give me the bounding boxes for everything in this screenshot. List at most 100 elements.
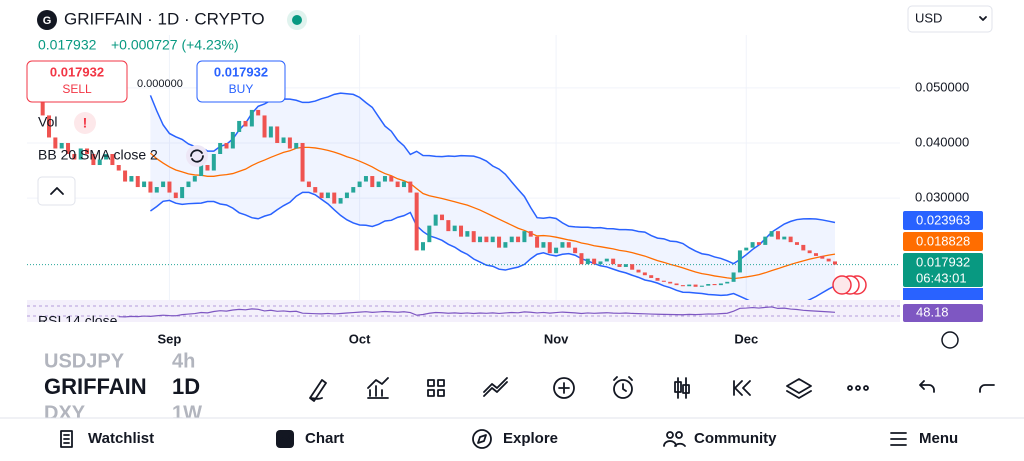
candle (490, 236, 495, 243)
candle (401, 181, 406, 188)
candle (750, 242, 755, 248)
candle (712, 284, 717, 286)
x-tick-label: Nov (544, 331, 569, 346)
logo-letter: G (43, 15, 52, 27)
buy-button[interactable] (196, 60, 286, 103)
sell-button[interactable] (26, 60, 128, 103)
x-tick-label: Dec (734, 331, 758, 346)
candle (224, 142, 229, 149)
candle (66, 142, 71, 155)
candle (154, 187, 159, 193)
market-status-dot (292, 15, 302, 25)
list-symbol[interactable]: USDJPY (44, 350, 125, 372)
candle (794, 242, 799, 245)
candle (332, 192, 337, 204)
objects-tool[interactable] (786, 378, 812, 399)
candle (699, 285, 704, 287)
candle (788, 236, 793, 243)
undo-tool[interactable] (919, 380, 935, 393)
symbol-title[interactable]: GRIFFAIN · 1D · CRYPTO (64, 9, 265, 28)
candle (782, 236, 787, 240)
lower-band-tag (903, 288, 983, 300)
candle (801, 244, 806, 251)
alert-tool[interactable] (613, 379, 633, 399)
tab-watchlist[interactable]: Watchlist (88, 430, 154, 447)
layouts-tool[interactable] (427, 379, 445, 397)
candle (623, 264, 628, 267)
event-flag[interactable] (832, 275, 852, 295)
candle (300, 142, 305, 182)
compare-tool[interactable] (483, 377, 508, 397)
candle (199, 165, 204, 177)
bar-type-tool[interactable] (677, 377, 687, 399)
upper-band-value: 0.023963 (916, 212, 970, 227)
menu-icon (890, 432, 907, 446)
candle (262, 115, 267, 138)
currency: USD (915, 10, 942, 25)
tab-chart[interactable]: Chart (305, 430, 344, 447)
community-icon (675, 431, 683, 439)
reload-glyph (190, 149, 204, 163)
rsi-line (118, 306, 836, 318)
candle (820, 255, 825, 259)
rsi-area: RSI 14 close (27, 305, 900, 322)
candle (630, 264, 635, 270)
add-tool[interactable] (553, 377, 575, 399)
replay-tool[interactable] (733, 380, 751, 396)
candle (813, 253, 818, 256)
candle (230, 131, 235, 149)
list-symbol[interactable]: DXY (44, 402, 86, 424)
tab-menu[interactable]: Menu (919, 430, 958, 447)
candle (547, 242, 552, 254)
tab-community[interactable]: Community (694, 430, 777, 447)
candle (281, 137, 286, 143)
candle (275, 126, 280, 143)
candle (256, 109, 261, 116)
collapse-button[interactable] (37, 176, 76, 206)
candle (123, 170, 128, 182)
candle (497, 236, 502, 248)
volume-legend[interactable]: Vol (38, 114, 57, 130)
candle (47, 115, 52, 138)
candle (180, 187, 185, 199)
toolbar (309, 376, 995, 402)
list-symbol[interactable]: GRIFFAIN (44, 374, 147, 399)
reload-icon[interactable] (186, 145, 208, 167)
explore-glyph (477, 434, 487, 444)
x-tick-label: Oct (349, 331, 371, 346)
candle (97, 159, 102, 166)
buy-label: BUY (229, 82, 254, 96)
candle (427, 225, 432, 243)
candle (363, 176, 368, 182)
candle (642, 272, 647, 276)
candle (294, 142, 299, 149)
rsi-pane (27, 300, 900, 322)
candle (756, 242, 761, 245)
candle (414, 192, 419, 251)
candle (604, 258, 609, 262)
candle (167, 181, 172, 193)
settings-icon[interactable] (941, 331, 959, 349)
currency-select[interactable] (907, 5, 993, 33)
candle (344, 192, 349, 199)
warning-icon[interactable] (74, 112, 96, 134)
candle (522, 231, 527, 243)
bb-legend[interactable]: BB 20 SMA close 2 (38, 147, 158, 163)
draw-tool[interactable] (309, 379, 327, 402)
indicators-tool[interactable] (367, 377, 389, 399)
candle (104, 154, 109, 160)
candle (59, 142, 64, 149)
candle (528, 231, 533, 237)
candle (211, 154, 216, 171)
candle (573, 247, 578, 254)
more-tool[interactable] (847, 385, 853, 391)
candle (237, 120, 242, 132)
redo-tool[interactable] (979, 384, 995, 393)
bollinger-fill (150, 93, 835, 300)
candle (503, 242, 508, 248)
candle (833, 261, 837, 265)
tab-explore[interactable]: Explore (503, 430, 558, 447)
candle (78, 148, 83, 160)
